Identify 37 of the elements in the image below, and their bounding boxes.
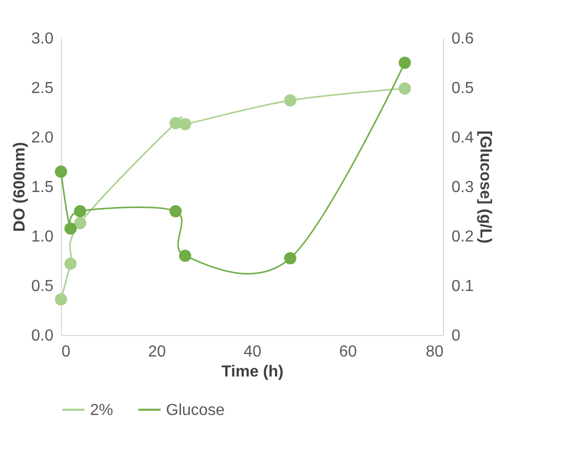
y2-tick-label: 0.1 [452,278,474,295]
point [74,205,86,218]
y2-tick-label: 0 [452,328,460,344]
y2-tick-label: 0.2 [452,228,474,246]
x-tick-label: 0 [62,344,70,360]
y2-tick-label: 0.6 [452,30,474,48]
point [169,205,182,218]
y2-tick-label: 0.3 [452,179,474,196]
y2-tick-label: 0.4 [452,130,474,146]
point [284,94,296,106]
point [64,222,77,235]
point [398,82,411,95]
point [54,293,68,306]
y2-tick-label: 0.5 [452,80,474,97]
legend-label: Glucose [166,402,225,419]
x-tick-label: 60 [339,344,357,360]
x-tick-label: 80 [426,344,444,360]
point [74,217,86,230]
y2-axis-title: [Glucose] (g/L) [476,130,494,244]
point [64,258,77,270]
y-axis-title: DO (600nm) [11,142,28,232]
legend-label: 2% [90,402,114,419]
y-tick-label: 0.5 [31,278,54,295]
y-tick-label: 0.0 [31,328,54,344]
x-tick-label: 40 [244,344,262,360]
y-tick-label: 2.0 [31,130,54,146]
x-axis-title: Time (h) [222,364,284,380]
point [54,166,68,178]
point [398,56,411,69]
x-tick-label: 20 [148,344,166,360]
y-tick-label: 2.5 [31,80,54,97]
point [179,118,192,130]
y-tick-label: 1.0 [31,228,54,246]
point [179,250,192,262]
y-tick-label: 3.0 [31,30,54,48]
y-tick-label: 1.5 [31,179,54,196]
point [284,252,296,264]
